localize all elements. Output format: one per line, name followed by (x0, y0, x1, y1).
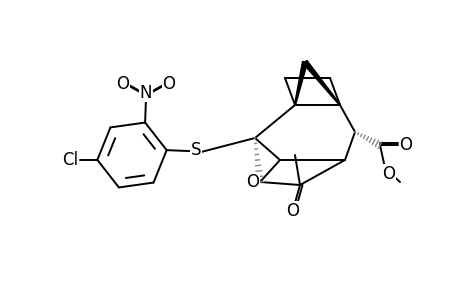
Text: O: O (162, 74, 175, 92)
Text: S: S (190, 141, 201, 159)
Text: N: N (140, 83, 152, 101)
Text: O: O (382, 165, 395, 183)
Polygon shape (302, 60, 340, 105)
Text: O: O (246, 173, 259, 191)
Polygon shape (294, 61, 307, 105)
Text: O: O (398, 136, 412, 154)
Text: Cl: Cl (62, 151, 78, 169)
Text: O: O (286, 202, 299, 220)
Text: O: O (117, 74, 129, 92)
